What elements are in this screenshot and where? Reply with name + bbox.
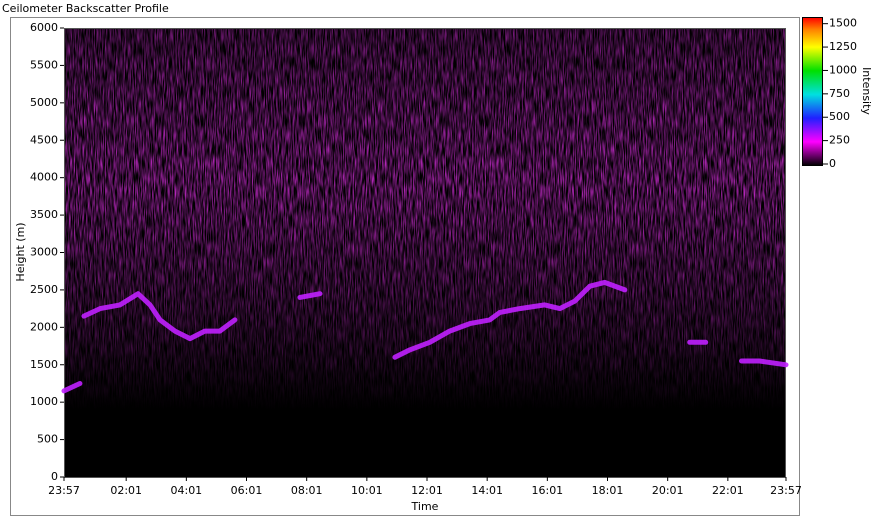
y-tick-label: 4500 xyxy=(30,133,58,146)
panel-frame xyxy=(10,17,800,516)
backscatter-noise xyxy=(64,28,786,477)
x-tick-label: 04:01 xyxy=(170,484,202,497)
colorbar-label: Intensity xyxy=(860,67,873,115)
x-tick-label: 02:01 xyxy=(110,484,142,497)
y-tick-label: 4000 xyxy=(30,171,58,184)
x-tick-label: 22:01 xyxy=(712,484,744,497)
x-tick-label: 10:01 xyxy=(351,484,383,497)
y-tick-label: 0 xyxy=(51,470,58,483)
colorbar-tick-label: 250 xyxy=(829,134,850,147)
y-tick-label: 5500 xyxy=(30,58,58,71)
x-tick-label: 20:01 xyxy=(652,484,684,497)
x-tick-label: 14:01 xyxy=(471,484,503,497)
y-tick-label: 5000 xyxy=(30,96,58,109)
layer-trace xyxy=(61,279,789,394)
x-tick-label: 18:01 xyxy=(592,484,624,497)
x-tick-label: 16:01 xyxy=(531,484,563,497)
y-axis-label: Height (m) xyxy=(14,222,27,281)
x-tick-label: 23:57 xyxy=(770,484,802,497)
x-tick-label: 06:01 xyxy=(231,484,263,497)
y-tick-label: 2500 xyxy=(30,283,58,296)
colorbar-tick-label: 750 xyxy=(829,87,850,100)
x-axis-label: Time xyxy=(411,500,439,513)
x-tick-label: 08:01 xyxy=(291,484,323,497)
y-tick-label: 1000 xyxy=(30,395,58,408)
y-tick-label: 1500 xyxy=(30,358,58,371)
colorbar-tick-label: 1500 xyxy=(829,17,857,30)
y-tick-label: 3500 xyxy=(30,208,58,221)
window-title: Ceilometer Backscatter Profile xyxy=(2,2,169,15)
colorbar-tick-label: 1250 xyxy=(829,40,857,53)
colorbar-tick-label: 1000 xyxy=(829,63,857,76)
y-tick-label: 500 xyxy=(37,433,58,446)
y-tick-label: 3000 xyxy=(30,246,58,259)
x-tick-label: 23:57 xyxy=(48,484,80,497)
x-tick-label: 12:01 xyxy=(411,484,443,497)
y-tick-label: 2000 xyxy=(30,320,58,333)
y-tick-label: 6000 xyxy=(30,21,58,34)
colorbar-tick-label: 0 xyxy=(829,157,836,170)
plot-frame xyxy=(64,28,786,478)
colorbar-tick-label: 500 xyxy=(829,110,850,123)
colorbar xyxy=(802,17,823,166)
